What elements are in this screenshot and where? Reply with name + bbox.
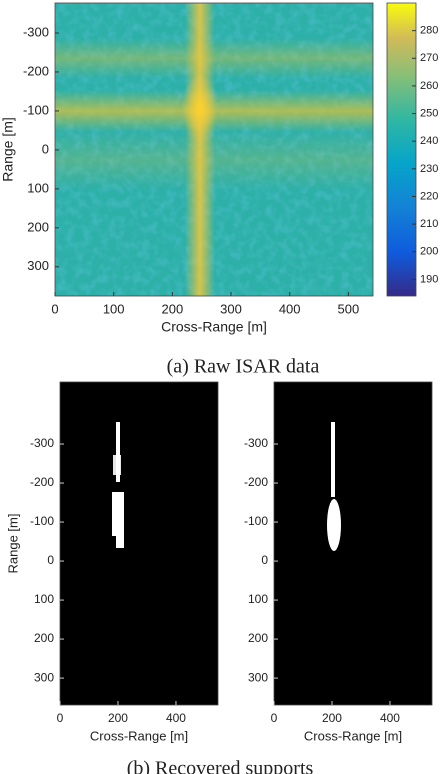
y-tick-label: 200 (34, 631, 54, 645)
colorbar-tick-label: 220 (420, 190, 438, 202)
y-tick-label: 100 (34, 592, 54, 606)
y-tick-label: 100 (27, 180, 49, 195)
y-tick-label: -200 (30, 475, 54, 489)
y-tick-label: -200 (23, 63, 49, 78)
y-tick-label: 300 (34, 670, 54, 684)
x-tick-label: 200 (161, 301, 183, 316)
x-tick-label: 100 (103, 301, 125, 316)
axes-frame (273, 381, 433, 706)
colorbar-tick-label: 260 (420, 80, 438, 92)
x-tick-label: 200 (108, 711, 128, 725)
y-tick-label: -300 (23, 24, 49, 39)
colorbar-tick-label: 210 (420, 218, 438, 230)
y-tick-label: 0 (47, 553, 54, 567)
y-tick-label: 200 (27, 219, 49, 234)
y-tick-label: 0 (261, 553, 268, 567)
x-tick-label: 300 (220, 301, 242, 316)
x-axis-label: Cross-Range [m] (161, 319, 267, 335)
y-tick-label: -100 (30, 514, 54, 528)
x-tick-label: 400 (166, 711, 186, 725)
x-tick-label: 500 (338, 301, 360, 316)
colorbar (387, 3, 416, 296)
y-tick-label: -200 (244, 475, 268, 489)
colorbar-tick-label: 280 (420, 25, 438, 37)
colorbar-tick-label: 200 (420, 246, 438, 258)
y-tick-label: -300 (30, 436, 54, 450)
y-tick-label: -300 (244, 436, 268, 450)
heatmap (55, 3, 373, 296)
caption: (b) Recovered supports (127, 758, 314, 774)
y-axis-label: Range [m] (0, 117, 16, 182)
y-axis-label: Range [m] (5, 514, 20, 574)
support-left (60, 382, 218, 705)
y-tick-label: 300 (27, 258, 49, 273)
colorbar-tick-label: 190 (420, 273, 438, 285)
colorbar-tick-label: 230 (420, 163, 438, 175)
colorbar-tick-label: 270 (420, 52, 438, 64)
x-axis-label: Cross-Range [m] (90, 728, 188, 743)
x-axis-label: Cross-Range [m] (304, 728, 402, 743)
y-tick-label: -100 (244, 514, 268, 528)
y-tick-label: 300 (248, 670, 268, 684)
colorbar-tick-label: 240 (420, 135, 438, 147)
y-tick-label: 0 (42, 141, 49, 156)
x-tick-label: 400 (380, 711, 400, 725)
y-tick-label: 200 (248, 631, 268, 645)
x-tick-label: 200 (322, 711, 342, 725)
axes-frame (59, 381, 219, 706)
x-tick-label: 400 (279, 301, 301, 316)
colorbar-frame (386, 2, 417, 297)
x-tick-label: 0 (57, 711, 64, 725)
colorbar-tick-label: 250 (420, 107, 438, 119)
caption: (a) Raw ISAR data (167, 356, 320, 378)
support-right (274, 382, 432, 705)
y-tick-label: -100 (23, 102, 49, 117)
x-tick-label: 0 (51, 301, 58, 316)
x-tick-label: 0 (271, 711, 278, 725)
y-tick-label: 100 (248, 592, 268, 606)
